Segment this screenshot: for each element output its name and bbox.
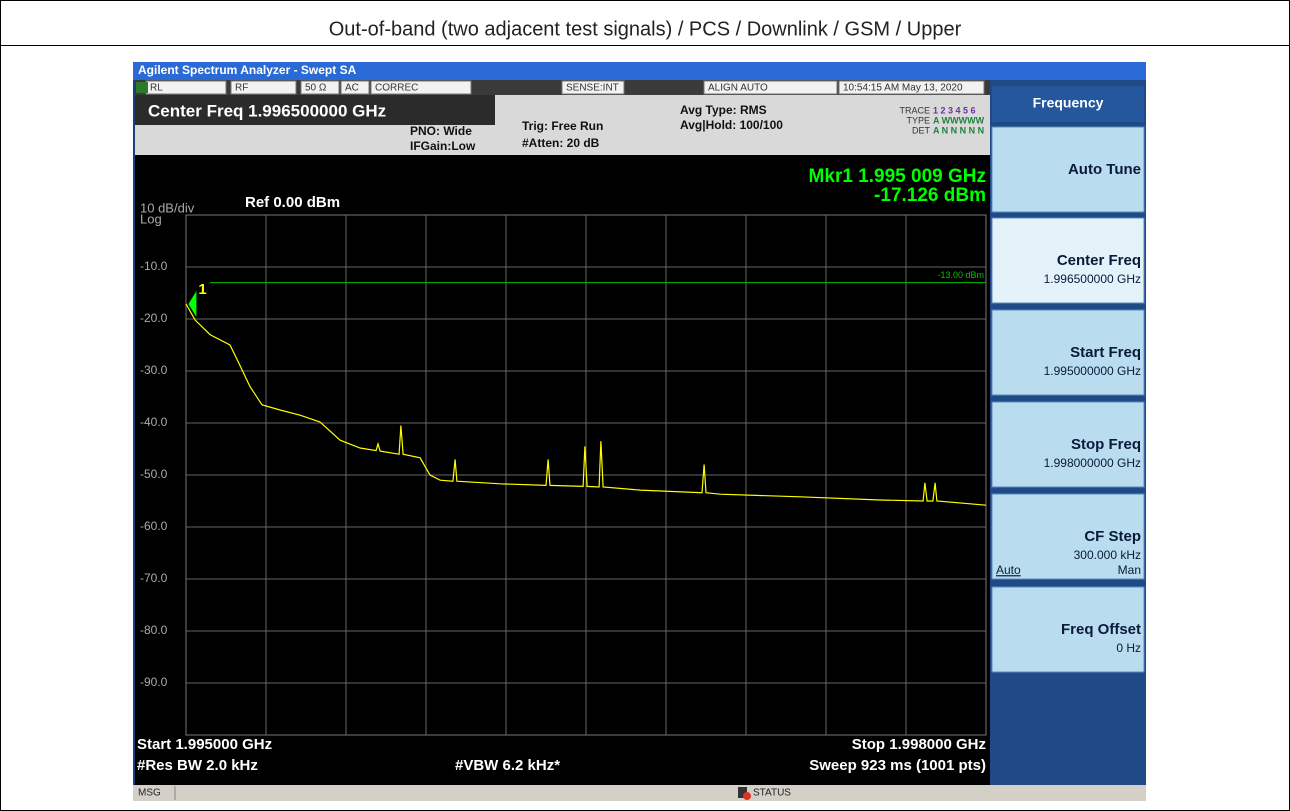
status-item: RL xyxy=(150,83,163,94)
softkey[interactable] xyxy=(991,309,1145,396)
ref-level: Ref 0.00 dBm xyxy=(245,194,340,211)
status-item: SENSE:INT xyxy=(566,83,619,94)
status-cell xyxy=(838,80,985,95)
status-item: 50 Ω xyxy=(305,83,327,94)
softkey[interactable] xyxy=(991,126,1145,213)
softkey-label: Stop Freq xyxy=(1071,436,1141,453)
plot-background xyxy=(135,155,990,785)
trace-label: TYPE xyxy=(906,115,930,125)
scale-type: Log xyxy=(140,211,162,226)
softkey-label: Start Freq xyxy=(1070,344,1141,361)
marker-level: -17.126 dBm xyxy=(874,185,986,206)
avg-hold: Avg|Hold: 100/100 xyxy=(680,118,783,132)
status-item: CORREC xyxy=(375,83,418,94)
softkey[interactable] xyxy=(991,493,1145,580)
y-tick-label: -40.0 xyxy=(140,415,168,429)
softkey[interactable] xyxy=(991,217,1145,304)
menu-title: Frequency xyxy=(1033,95,1104,111)
atten: #Atten: 20 dB xyxy=(522,136,600,150)
softkey-option: Auto xyxy=(996,563,1021,577)
softkeys: Frequency Auto Tune Center Freq 1.996500000… xyxy=(990,80,1146,785)
status-cell xyxy=(340,80,370,95)
menu-title-bg xyxy=(992,86,1144,122)
y-tick-label: -90.0 xyxy=(140,675,168,689)
plot: -10.0 -20.0 -30.0 -40.0 -50.0 -60.0 -70.0 -80.0… xyxy=(140,214,987,736)
pno: PNO: Wide xyxy=(410,124,472,138)
status-cell xyxy=(300,80,340,95)
status-icon-dot xyxy=(743,792,751,800)
center-freq-panel xyxy=(135,95,495,125)
status-icon xyxy=(738,787,747,798)
stop-freq: Stop 1.998000 GHz xyxy=(852,736,986,753)
softkey-value: 1.998000000 GHz xyxy=(1044,456,1141,470)
y-tick-label: -30.0 xyxy=(140,363,168,377)
status: STATUS xyxy=(753,788,791,799)
title-bar xyxy=(133,62,1146,80)
softkey-value: 1.995000000 GHz xyxy=(1044,364,1141,378)
softkey[interactable] xyxy=(991,586,1145,673)
vbw: #VBW 6.2 kHz* xyxy=(455,757,560,774)
status-row: RL RF 50 Ω AC CORREC SENSE:INT ALIGN AUTO 10:54… xyxy=(135,80,990,95)
softkey-value: 1.996500000 GHz xyxy=(1044,272,1141,286)
status-cell xyxy=(561,80,625,95)
y-tick-label: -60.0 xyxy=(140,519,168,533)
status-item: RF xyxy=(235,83,248,94)
status-item: 10:54:15 AM May 13, 2020 xyxy=(843,83,963,94)
trace-value: A WWWWW xyxy=(933,115,985,125)
softkey-value: 300.000 kHz xyxy=(1074,548,1141,562)
ifgain: IFGain:Low xyxy=(410,139,476,153)
softkey-label: Auto Tune xyxy=(1068,161,1141,178)
y-tick-label: -10.0 xyxy=(140,259,168,273)
trig: Trig: Free Run xyxy=(522,119,603,133)
status-item: ALIGN AUTO xyxy=(708,83,768,94)
softkey[interactable] xyxy=(991,401,1145,488)
caption: Out-of-band (two adjacent test signals) … xyxy=(329,18,962,40)
trace-label: TRACE xyxy=(899,105,930,115)
center-freq: Center Freq 1.996500000 GHz xyxy=(148,101,386,120)
marker-freq: Mkr1 1.995 009 GHz xyxy=(809,166,986,187)
trace xyxy=(185,303,987,506)
trace-label: DET xyxy=(912,125,931,135)
softkey-value: 0 Hz xyxy=(1116,641,1141,655)
y-tick-label: -50.0 xyxy=(140,467,168,481)
y-tick-label: -20.0 xyxy=(140,311,168,325)
softkey-option: Man xyxy=(1118,563,1141,577)
msg: MSG xyxy=(138,788,161,799)
status-bar xyxy=(133,785,1146,801)
display-line-label: -13.00 dBm xyxy=(937,270,984,280)
marker xyxy=(188,291,197,318)
scale: 10 dB/div xyxy=(140,200,195,215)
softkey-label: Freq Offset xyxy=(1061,621,1141,638)
trace-value: A N N N N N xyxy=(933,125,984,135)
softkey-label: CF Step xyxy=(1084,528,1141,545)
sweep: Sweep 923 ms (1001 pts) xyxy=(809,757,986,774)
y-tick-label: -70.0 xyxy=(140,571,168,585)
status-item: AC xyxy=(345,83,359,94)
status-cell xyxy=(230,80,297,95)
res-bw: #Res BW 2.0 kHz xyxy=(137,757,258,774)
lxi-icon xyxy=(136,82,148,93)
trace-value: 1 2 3 4 5 6 xyxy=(933,105,976,115)
avg-type: Avg Type: RMS xyxy=(680,103,767,117)
status-cell xyxy=(370,80,472,95)
marker-number: 1 xyxy=(198,281,206,298)
softkey-label: Center Freq xyxy=(1057,252,1141,269)
window-title: Agilent Spectrum Analyzer - Swept SA xyxy=(138,63,357,77)
y-tick-label: -80.0 xyxy=(140,623,168,637)
status-cell xyxy=(703,80,838,95)
start-freq: Start 1.995000 GHz xyxy=(137,736,272,753)
